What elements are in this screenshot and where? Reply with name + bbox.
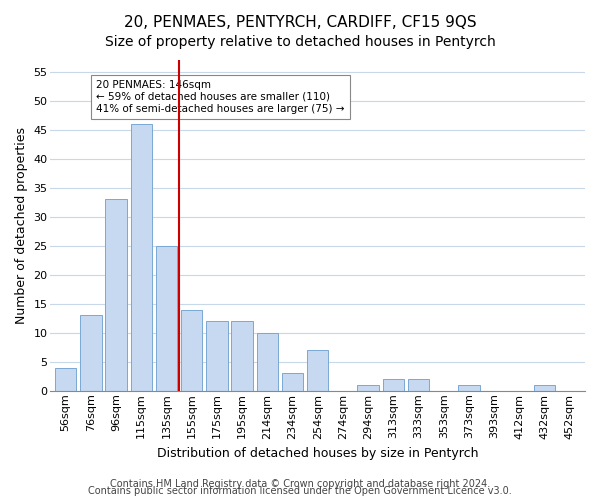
Bar <box>534 385 556 391</box>
Bar <box>358 385 379 391</box>
Bar <box>307 350 328 391</box>
Bar <box>257 332 278 391</box>
Bar <box>181 310 202 391</box>
Text: Contains HM Land Registry data © Crown copyright and database right 2024.: Contains HM Land Registry data © Crown c… <box>110 479 490 489</box>
Text: 20, PENMAES, PENTYRCH, CARDIFF, CF15 9QS: 20, PENMAES, PENTYRCH, CARDIFF, CF15 9QS <box>124 15 476 30</box>
Text: Size of property relative to detached houses in Pentyrch: Size of property relative to detached ho… <box>104 35 496 49</box>
Text: 20 PENMAES: 146sqm
← 59% of detached houses are smaller (110)
41% of semi-detach: 20 PENMAES: 146sqm ← 59% of detached hou… <box>96 80 344 114</box>
Bar <box>383 379 404 391</box>
Bar <box>105 200 127 391</box>
Bar <box>206 321 227 391</box>
Bar <box>131 124 152 391</box>
Bar <box>282 374 303 391</box>
Bar <box>55 368 76 391</box>
Bar <box>156 246 177 391</box>
Y-axis label: Number of detached properties: Number of detached properties <box>15 127 28 324</box>
X-axis label: Distribution of detached houses by size in Pentyrch: Distribution of detached houses by size … <box>157 447 478 460</box>
Bar <box>232 321 253 391</box>
Text: Contains public sector information licensed under the Open Government Licence v3: Contains public sector information licen… <box>88 486 512 496</box>
Bar <box>458 385 480 391</box>
Bar <box>408 379 430 391</box>
Bar <box>80 316 101 391</box>
